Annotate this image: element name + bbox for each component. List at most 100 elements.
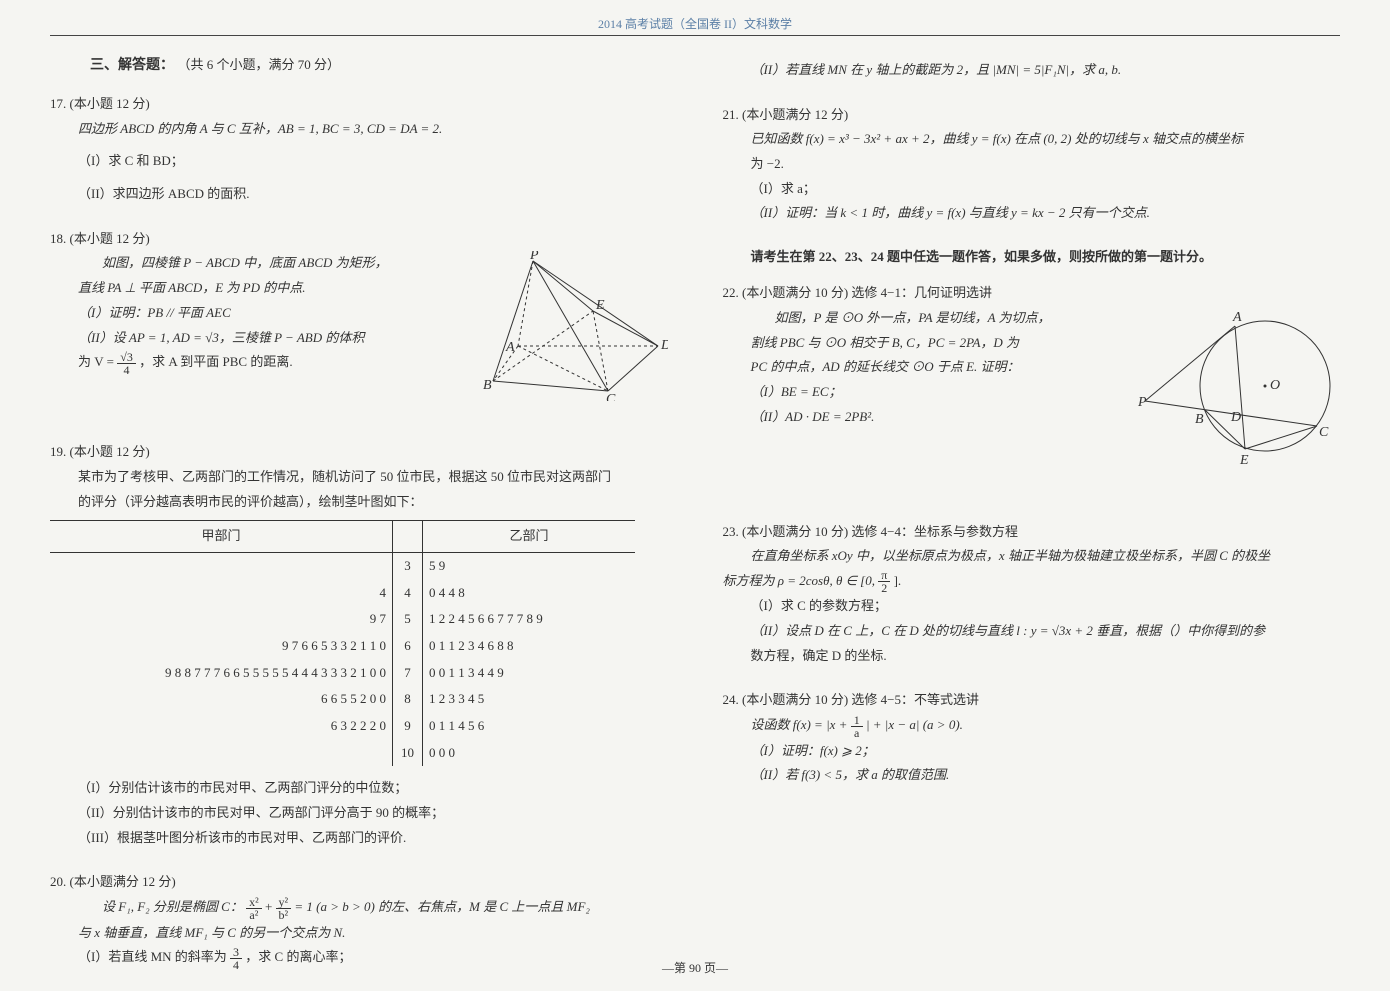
problem-23-part1: （I）求 C 的参数方程； bbox=[751, 598, 888, 613]
problem-18-number: 18. bbox=[50, 231, 66, 246]
left-column: 三、解答题： （共 6 个小题，满分 70 分） 17. (本小题 12 分) … bbox=[50, 54, 668, 991]
svg-text:B: B bbox=[483, 378, 492, 393]
problem-18-line1: 如图，四棱锥 P − ABCD 中，底面 ABCD 为矩形， bbox=[102, 255, 388, 270]
problem-20-number: 20. bbox=[50, 874, 66, 889]
problem-20-frac2: y²b² bbox=[276, 896, 292, 921]
stem-row: 9 7 6 6 5 3 3 2 1 1 060 1 1 2 3 4 6 8 8 bbox=[50, 633, 635, 660]
problem-18-part2b-post: ，求 A 到平面 PBC 的距离. bbox=[139, 354, 293, 369]
problem-19-line1: 某市为了考核甲、乙两部门的工作情况，随机访问了 50 位市民，根据这 50 位市… bbox=[78, 469, 611, 484]
problem-24: 24. (本小题满分 10 分) 选修 4−5：不等式选讲 设函数 f(x) =… bbox=[723, 688, 1341, 788]
problem-21: 21. (本小题满分 12 分) 已知函数 f(x) = x³ − 3x² + … bbox=[723, 103, 1341, 226]
problem-17-part2: （II）求四边形 ABCD 的面积. bbox=[78, 186, 250, 201]
stem-row: 9 751 2 2 4 5 6 6 7 7 7 8 9 bbox=[50, 606, 635, 633]
problem-24-frac: 1a bbox=[851, 714, 863, 739]
section-3-subtitle: （共 6 个小题，满分 70 分） bbox=[178, 57, 341, 72]
problem-17: 17. (本小题 12 分) 四边形 ABCD 的内角 A 与 C 互补，AB … bbox=[50, 92, 668, 207]
stem-row: 100 0 0 bbox=[50, 740, 635, 767]
optional-problems-note: 请考生在第 22、23、24 题中任选一题作答，如果多做，则按所做的第一题计分。 bbox=[751, 246, 1341, 265]
problem-18-points: (本小题 12 分) bbox=[70, 231, 150, 246]
svg-text:E: E bbox=[1239, 453, 1249, 468]
problem-17-part1: （I）求 C 和 BD； bbox=[78, 153, 184, 168]
problem-20: 20. (本小题满分 12 分) 设 F₁, F₂ 分别是椭圆 C： x²a² … bbox=[50, 870, 668, 970]
pyramid-diagram: P A B C D E bbox=[458, 251, 668, 401]
svg-text:A: A bbox=[1232, 310, 1242, 325]
problem-19-line2: 的评分（评分越高表明市民的评价越高），绘制茎叶图如下： bbox=[78, 494, 423, 509]
problem-20-part2: （II）若直线 MN 在 y 轴上的截距为 2，且 |MN| = 5|F₁N|，… bbox=[751, 62, 1122, 77]
svg-text:C: C bbox=[606, 392, 616, 401]
stem-row: 6 3 2 2 2 090 1 1 4 5 6 bbox=[50, 713, 635, 740]
exam-page: 2014 高考试题（全国卷 II）文科数学 三、解答题： （共 6 个小题，满分… bbox=[0, 0, 1390, 984]
problem-18-figure: P A B C D E bbox=[458, 251, 668, 410]
problem-19-points: (本小题 12 分) bbox=[70, 444, 150, 459]
problem-23-line2a: 标方程为 ρ = 2cosθ, θ ∈ [0, bbox=[723, 573, 879, 588]
problem-19-number: 19. bbox=[50, 444, 66, 459]
problem-20-line1a: 设 F₁, F₂ 分别是椭圆 C： bbox=[102, 899, 243, 914]
table-header-right: 乙部门 bbox=[423, 521, 636, 553]
stem-leaf-table: 甲部门 乙部门 35 9 440 4 4 8 9 751 2 2 4 5 6 6… bbox=[50, 520, 635, 766]
problem-17-line1: 四边形 ABCD 的内角 A 与 C 互补，AB = 1, BC = 3, CD… bbox=[78, 121, 442, 136]
problem-19: 19. (本小题 12 分) 某市为了考核甲、乙两部门的工作情况，随机访问了 5… bbox=[50, 440, 668, 850]
problem-17-points: (本小题 12 分) bbox=[70, 96, 150, 111]
problem-18-fraction: √3 4 bbox=[117, 351, 136, 376]
problem-22-part2: （II）AD · DE = 2PB². bbox=[751, 409, 875, 424]
section-3-heading: 三、解答题： （共 6 个小题，满分 70 分） bbox=[90, 54, 668, 74]
svg-text:P: P bbox=[529, 251, 539, 263]
problem-22-line3: PC 的中点，AD 的延长线交 ⊙O 于点 E. 证明： bbox=[751, 359, 1020, 374]
section-3-title: 三、解答题： bbox=[90, 58, 174, 73]
problem-23-part2b: 数方程，确定 D 的坐标. bbox=[751, 648, 887, 663]
problem-22-line1: 如图，P 是 ⊙O 外一点，PA 是切线，A 为切点， bbox=[775, 310, 1051, 325]
table-header-left: 甲部门 bbox=[50, 521, 393, 553]
problem-23-part2: （II）设点 D 在 C 上，C 在 D 处的切线与直线 l : y = √3x… bbox=[751, 623, 1266, 638]
problem-24-part2: （II）若 f(3) < 5，求 a 的取值范围. bbox=[751, 767, 950, 782]
svg-text:D: D bbox=[660, 338, 668, 353]
problem-24-points: (本小题满分 10 分) 选修 4−5：不等式选讲 bbox=[742, 692, 979, 707]
problem-19-part2: （II）分别估计该市的市民对甲、乙两部门评分高于 90 的概率； bbox=[78, 805, 444, 820]
problem-22-points: (本小题满分 10 分) 选修 4−1：几何证明选讲 bbox=[742, 285, 992, 300]
problem-20-points: (本小题满分 12 分) bbox=[70, 874, 176, 889]
problem-17-number: 17. bbox=[50, 96, 66, 111]
svg-text:B: B bbox=[1195, 412, 1204, 427]
problem-18-part1: （I）证明：PB // 平面 AEC bbox=[78, 305, 231, 320]
problem-21-part2: （II）证明：当 k < 1 时，曲线 y = f(x) 与直线 y = kx … bbox=[751, 205, 1150, 220]
problem-22-figure: P A B C D E O bbox=[1135, 306, 1340, 490]
problem-19-part3: （III）根据茎叶图分析该市的市民对甲、乙两部门的评价. bbox=[78, 830, 406, 845]
problem-22-line2: 割线 PBC 与 ⊙O 相交于 B, C，PC = 2PA，D 为 bbox=[751, 335, 1020, 350]
page-footer: —第 90 页— bbox=[0, 959, 1390, 976]
problem-19-part1: （I）分别估计该市的市民对甲、乙两部门评分的中位数； bbox=[78, 780, 407, 795]
svg-text:O: O bbox=[1270, 378, 1280, 393]
problem-18: 18. (本小题 12 分) bbox=[50, 227, 668, 410]
problem-20-line1b: = 1 (a > b > 0) 的左、右焦点，M 是 C 上一点且 MF₂ bbox=[294, 899, 590, 914]
svg-text:C: C bbox=[1319, 425, 1329, 440]
page-header-title: 2014 高考试题（全国卷 II）文科数学 bbox=[50, 15, 1340, 32]
problem-20-line2: 与 x 轴垂直，直线 MF₁ 与 C 的另一个交点为 N. bbox=[78, 925, 345, 940]
stem-row: 9 8 8 7 7 7 6 6 5 5 5 5 5 4 4 4 3 3 3 2 … bbox=[50, 660, 635, 687]
svg-text:P: P bbox=[1137, 395, 1147, 410]
problem-18-line2: 直线 PA ⊥ 平面 ABCD，E 为 PD 的中点. bbox=[78, 280, 306, 295]
problem-21-points: (本小题满分 12 分) bbox=[742, 107, 848, 122]
problem-23-line2b: ]. bbox=[894, 573, 902, 588]
problem-23-line1: 在直角坐标系 xOy 中，以坐标原点为极点，x 轴正半轴为极轴建立极坐标系，半圆… bbox=[751, 548, 1271, 563]
problem-24-line1b: | + |x − a| (a > 0). bbox=[866, 717, 963, 732]
svg-text:E: E bbox=[595, 298, 605, 313]
svg-text:A: A bbox=[505, 340, 515, 355]
problem-24-part1: （I）证明：f(x) ⩾ 2； bbox=[751, 743, 875, 758]
problem-22-part1: （I）BE = EC； bbox=[751, 384, 842, 399]
problem-23-number: 23. bbox=[723, 524, 739, 539]
two-column-layout: 三、解答题： （共 6 个小题，满分 70 分） 17. (本小题 12 分) … bbox=[50, 54, 1340, 991]
problem-24-number: 24. bbox=[723, 692, 739, 707]
problem-20-frac1: x²a² bbox=[246, 896, 262, 921]
problem-18-part2b-pre: 为 V = bbox=[78, 354, 117, 369]
stem-row: 6 6 5 5 2 0 081 2 3 3 4 5 bbox=[50, 686, 635, 713]
circle-diagram: P A B C D E O bbox=[1135, 306, 1340, 481]
svg-text:D: D bbox=[1230, 410, 1241, 425]
problem-21-number: 21. bbox=[723, 107, 739, 122]
problem-22: 22. (本小题满分 10 分) 选修 4−1：几何证明选讲 bbox=[723, 281, 1341, 489]
problem-24-line1a: 设函数 f(x) = |x + bbox=[751, 717, 851, 732]
problem-18-part2a: （II）设 AP = 1, AD = √3，三棱锥 P − ABD 的体积 bbox=[78, 330, 364, 345]
problem-23-frac: π2 bbox=[878, 569, 890, 594]
right-column: （II）若直线 MN 在 y 轴上的截距为 2，且 |MN| = 5|F₁N|，… bbox=[723, 54, 1341, 991]
problem-20-cont: （II）若直线 MN 在 y 轴上的截距为 2，且 |MN| = 5|F₁N|，… bbox=[723, 58, 1341, 83]
problem-22-number: 22. bbox=[723, 285, 739, 300]
problem-23-points: (本小题满分 10 分) 选修 4−4：坐标系与参数方程 bbox=[742, 524, 1018, 539]
problem-21-line2: 为 −2. bbox=[751, 156, 784, 171]
